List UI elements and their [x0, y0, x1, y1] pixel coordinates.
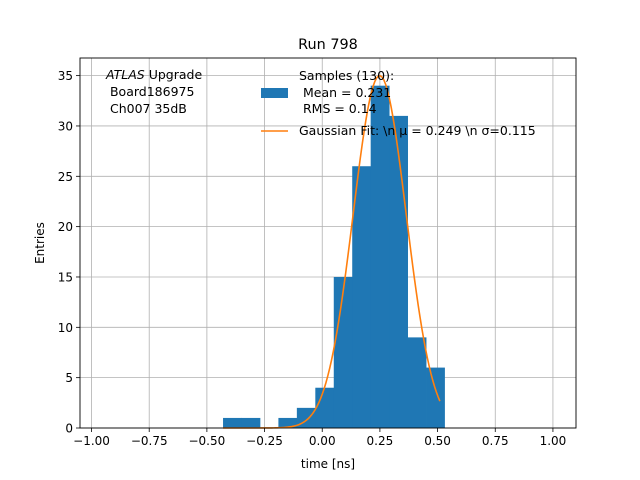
x-tick-label: −1.00: [73, 434, 110, 448]
legend-hist-label-2: Mean = 0.231: [299, 85, 391, 100]
histogram-bar: [370, 85, 390, 428]
legend-hist-label-3: RMS = 0.14: [299, 101, 377, 116]
annotation-board: Board186975: [106, 84, 194, 99]
histogram-bar: [315, 387, 335, 428]
histogram-bar: [407, 337, 427, 428]
x-axis-label: time [ns]: [301, 457, 355, 471]
annotation-upgrade: Upgrade: [145, 67, 203, 82]
x-tick-label: 1.00: [540, 434, 567, 448]
atlas-annotation: ATLAS Upgrade Board186975 Ch007 35dB: [105, 67, 202, 116]
y-tick-label: 35: [58, 69, 73, 83]
y-tick-label: 30: [58, 119, 73, 133]
legend-fit-label: Gaussian Fit: \n μ = 0.249 \n σ=0.115: [299, 123, 536, 138]
x-tick-label: 0.50: [424, 434, 451, 448]
x-tick-label: 0.75: [482, 434, 509, 448]
histogram-bar: [241, 417, 261, 428]
histogram-bar: [426, 367, 445, 428]
y-tick-label: 5: [65, 371, 73, 385]
histogram-bar: [389, 115, 408, 428]
histogram-bar: [278, 417, 298, 428]
x-tick-label: −0.25: [246, 434, 283, 448]
x-axis-ticks: −1.00 −0.75 −0.50 −0.25 0.00 0.25 0.50 0.75 1.00: [73, 428, 566, 448]
annotation-line-1: ATLAS Upgrade: [105, 67, 202, 82]
y-tick-label: 0: [65, 422, 73, 436]
chart-title: Run 798: [298, 37, 358, 53]
legend-hist-label-1: Samples (130):: [299, 68, 394, 83]
plot-frame: [79, 57, 577, 429]
x-tick-label: −0.75: [131, 434, 168, 448]
annotation-channel: Ch007 35dB: [106, 101, 187, 116]
x-tick-label: 0.25: [367, 434, 394, 448]
y-tick-label: 10: [58, 321, 73, 335]
histogram-bar: [352, 166, 372, 428]
y-tick-label: 20: [58, 220, 73, 234]
histogram-bar: [223, 417, 242, 428]
y-tick-label: 25: [58, 170, 73, 184]
histogram-bar: [333, 276, 353, 428]
legend: Samples (130): Mean = 0.231 RMS = 0.14 G…: [261, 68, 536, 138]
y-tick-label: 15: [58, 270, 73, 284]
x-tick-label: −0.50: [188, 434, 225, 448]
y-axis-label: Entries: [33, 222, 47, 264]
atlas-word: ATLAS: [105, 67, 145, 82]
x-tick-label: 0.00: [309, 434, 336, 448]
legend-hist-swatch: [261, 88, 288, 98]
y-axis-ticks: 0 5 10 15 20 25 30 35: [58, 69, 80, 436]
